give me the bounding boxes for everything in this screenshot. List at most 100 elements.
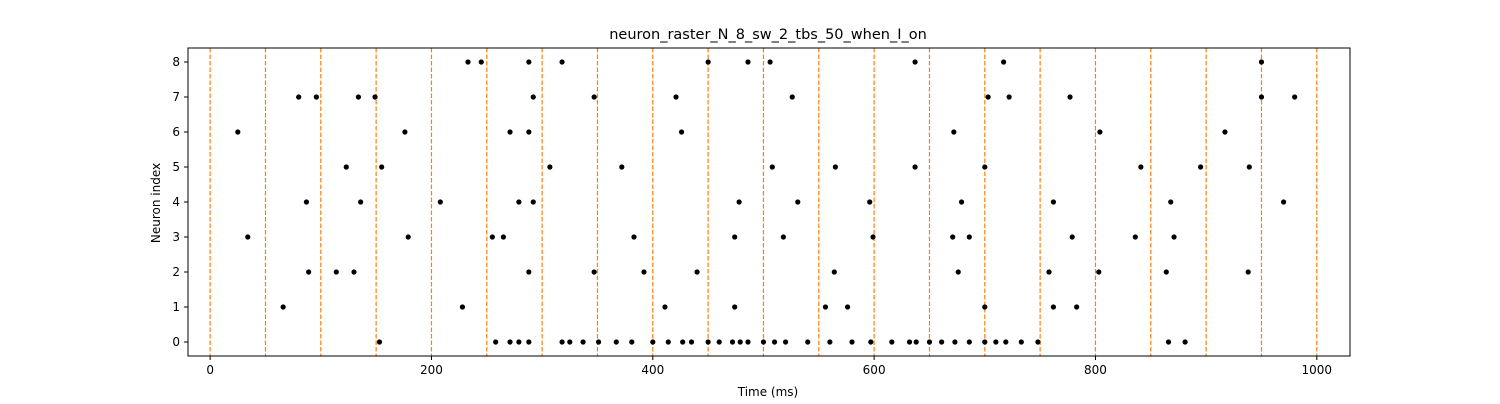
spike-point — [591, 269, 597, 275]
spike-point — [912, 164, 918, 170]
spike-point — [372, 94, 378, 100]
spike-point — [1245, 269, 1251, 275]
spike-point — [530, 199, 536, 205]
x-tick-label: 600 — [863, 363, 886, 377]
spike-point — [245, 234, 251, 240]
spike-point — [966, 234, 972, 240]
spike-point — [673, 94, 679, 100]
spike-point — [580, 339, 586, 345]
spike-point — [559, 59, 565, 65]
spike-point — [662, 304, 668, 310]
spike-point — [507, 339, 513, 345]
spike-point — [705, 339, 711, 345]
spike-point — [951, 129, 957, 135]
x-tick-label: 400 — [641, 363, 664, 377]
spike-point — [296, 94, 302, 100]
y-tick-label: 7 — [172, 90, 180, 104]
plot-area: 0 200 400 600 800 1000 0 1 2 3 4 5 6 7 8 — [172, 47, 1351, 377]
y-tick-label: 2 — [172, 265, 180, 279]
spike-point — [567, 339, 573, 345]
spike-point — [868, 339, 874, 345]
spike-point — [280, 304, 286, 310]
spike-point — [789, 94, 795, 100]
spike-point — [745, 59, 751, 65]
spike-point — [306, 269, 312, 275]
spike-point — [913, 339, 919, 345]
spike-point — [688, 339, 695, 345]
spike-point — [465, 59, 471, 65]
spike-point — [1168, 199, 1174, 205]
x-tick-label: 200 — [420, 363, 443, 377]
spike-point — [822, 304, 829, 310]
spike-point — [867, 199, 873, 205]
y-tick-label: 6 — [172, 125, 180, 139]
spike-point — [982, 339, 988, 345]
spike-point — [1067, 94, 1073, 100]
spike-point — [1246, 164, 1252, 170]
spike-point — [500, 234, 506, 240]
spike-point — [737, 339, 743, 345]
spike-point — [507, 129, 513, 135]
y-tick-label: 1 — [172, 300, 180, 314]
spike-point — [358, 199, 364, 205]
spike-point — [665, 339, 671, 345]
spike-point — [641, 269, 647, 275]
x-tick-label: 1000 — [1302, 363, 1333, 377]
spike-point — [526, 269, 532, 275]
spike-point — [631, 234, 637, 240]
spike-point — [1222, 129, 1228, 135]
spike-point — [313, 94, 319, 100]
spike-point — [966, 339, 972, 345]
spike-point — [613, 339, 619, 345]
spike-point — [767, 59, 773, 65]
spike-point — [1138, 164, 1144, 170]
spike-point — [516, 339, 522, 345]
spike-point — [516, 199, 522, 205]
spike-point — [805, 339, 811, 345]
spike-point — [591, 94, 597, 100]
spike-point — [955, 269, 961, 275]
spike-point — [1198, 164, 1204, 170]
spike-point — [732, 304, 738, 310]
spike-point — [1258, 59, 1265, 65]
spike-point — [1171, 234, 1177, 240]
spike-point — [1096, 269, 1102, 275]
spike-point — [526, 129, 532, 135]
spike-point — [1258, 94, 1265, 100]
spike-point — [844, 304, 851, 310]
spike-point — [526, 339, 532, 345]
spike-point — [732, 234, 738, 240]
spike-point — [906, 339, 913, 345]
spike-point — [459, 304, 466, 310]
y-tick-label: 3 — [172, 230, 180, 244]
spike-point — [351, 269, 357, 275]
spike-point — [437, 199, 443, 205]
spike-point — [1050, 199, 1057, 205]
spike-point — [1018, 339, 1024, 345]
spike-point — [1046, 269, 1052, 275]
spike-point — [831, 269, 837, 275]
spike-point — [619, 164, 625, 170]
y-tick-label: 8 — [172, 55, 180, 69]
spike-point — [530, 94, 536, 100]
spike-point — [1001, 59, 1007, 65]
spike-point — [827, 339, 833, 345]
spike-point — [1069, 234, 1075, 240]
x-tick-label: 800 — [1084, 363, 1107, 377]
spike-point — [526, 59, 532, 65]
spike-point — [595, 339, 602, 345]
spike-point — [1074, 304, 1080, 310]
spike-point — [1050, 304, 1057, 310]
spike-point — [678, 129, 685, 135]
spike-point — [729, 339, 736, 345]
spike-point — [547, 164, 553, 170]
spike-point — [926, 339, 933, 345]
spike-point — [950, 234, 956, 240]
spike-point — [912, 59, 918, 65]
spike-point — [736, 199, 742, 205]
spike-point — [333, 269, 339, 275]
x-tick-label: 0 — [206, 363, 214, 377]
y-tick-label: 5 — [172, 160, 180, 174]
spike-point — [376, 339, 383, 345]
